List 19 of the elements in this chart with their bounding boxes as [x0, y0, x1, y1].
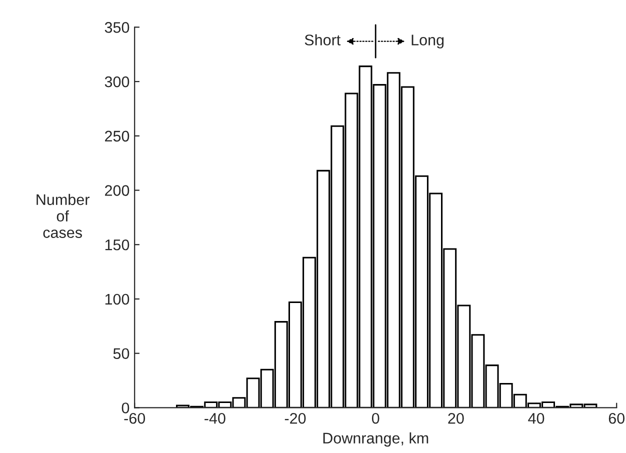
x-tick-label: 20	[448, 412, 464, 424]
x-tick-label: -40	[204, 412, 226, 424]
x-tick-label: -20	[284, 412, 306, 424]
y-tick-label: 100	[105, 294, 130, 305]
x-tick-label: 60	[608, 412, 625, 424]
y-tick-label: 200	[105, 185, 130, 196]
x-tick-label: -60	[124, 412, 146, 424]
x-tick-label: 0	[372, 412, 380, 424]
annotation: Long	[412, 34, 444, 48]
y-tick-label: 250	[105, 130, 130, 142]
y-tick-label: 350	[104, 22, 130, 33]
y-tick-label: 300	[104, 76, 130, 88]
y-axis-title: Number of cases	[36, 194, 90, 238]
y-tick-label: 50	[113, 348, 130, 360]
y-tick-label: 0	[122, 402, 130, 414]
annotation: Short	[304, 34, 341, 46]
x-axis-title: Downrange, km	[323, 432, 428, 447]
x-tick-label: 40	[528, 412, 544, 424]
y-tick-label: 150	[105, 239, 130, 250]
